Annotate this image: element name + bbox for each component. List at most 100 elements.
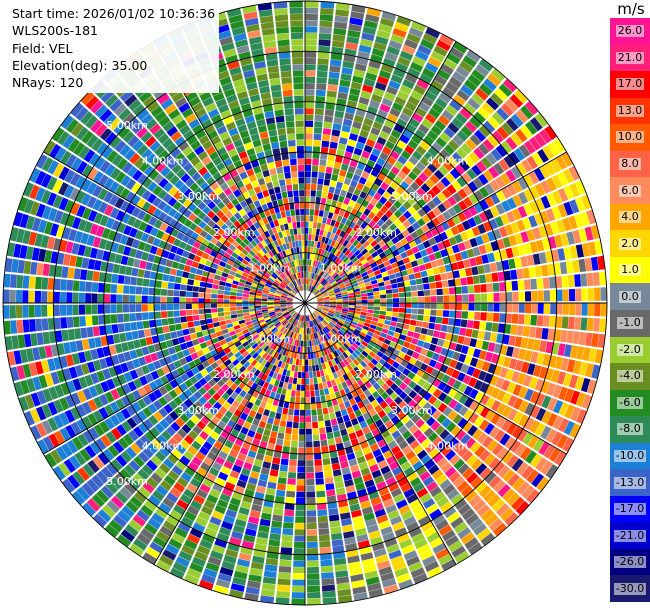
velocity-cell bbox=[468, 205, 478, 217]
velocity-cell bbox=[262, 292, 269, 296]
velocity-cell bbox=[535, 393, 546, 407]
velocity-cell bbox=[16, 274, 24, 289]
velocity-cell bbox=[342, 351, 349, 359]
velocity-cell bbox=[526, 229, 536, 242]
velocity-cell bbox=[270, 316, 277, 320]
velocity-cell bbox=[317, 509, 328, 517]
velocity-cell bbox=[82, 207, 92, 220]
velocity-cell bbox=[82, 430, 94, 444]
velocity-cell bbox=[199, 430, 209, 441]
velocity-cell bbox=[413, 384, 422, 394]
velocity-cell bbox=[288, 294, 294, 298]
velocity-cell bbox=[392, 102, 404, 112]
velocity-cell bbox=[542, 277, 550, 289]
velocity-cell bbox=[530, 405, 541, 419]
velocity-cell bbox=[488, 218, 498, 230]
velocity-cell bbox=[121, 213, 131, 224]
velocity-cell bbox=[345, 379, 352, 387]
velocity-cell bbox=[35, 170, 47, 186]
velocity-cell bbox=[149, 140, 161, 152]
velocity-cell bbox=[407, 216, 417, 225]
velocity-cell bbox=[383, 176, 393, 186]
velocity-cell bbox=[428, 432, 439, 443]
velocity-cell bbox=[86, 134, 99, 148]
velocity-cell bbox=[128, 430, 139, 442]
velocity-cell bbox=[266, 347, 272, 354]
velocity-cell bbox=[256, 261, 263, 268]
velocity-cell bbox=[135, 249, 144, 259]
velocity-cell bbox=[432, 452, 444, 464]
velocity-cell bbox=[502, 334, 510, 345]
velocity-cell bbox=[246, 253, 254, 260]
velocity-cell bbox=[505, 369, 515, 381]
velocity-cell bbox=[467, 285, 475, 294]
velocity-cell bbox=[328, 71, 340, 79]
velocity-cell bbox=[308, 285, 311, 291]
velocity-cell bbox=[287, 383, 293, 390]
velocity-cell bbox=[244, 528, 257, 537]
velocity-cell bbox=[314, 310, 320, 315]
velocity-cell bbox=[526, 469, 539, 484]
velocity-cell bbox=[359, 237, 367, 245]
velocity-cell bbox=[335, 570, 349, 578]
velocity-cell bbox=[432, 436, 443, 447]
velocity-cell bbox=[316, 296, 323, 299]
velocity-cell bbox=[213, 425, 223, 435]
velocity-cell bbox=[454, 361, 464, 371]
velocity-cell bbox=[316, 307, 323, 311]
velocity-cell bbox=[462, 294, 469, 302]
velocity-cell bbox=[184, 409, 194, 419]
velocity-cell bbox=[162, 154, 174, 166]
velocity-cell bbox=[180, 284, 187, 291]
velocity-cell bbox=[318, 534, 330, 542]
velocity-cell bbox=[263, 254, 269, 261]
velocity-cell bbox=[429, 316, 437, 323]
velocity-cell bbox=[423, 289, 431, 296]
velocity-cell bbox=[403, 516, 417, 527]
velocity-cell bbox=[28, 276, 36, 289]
velocity-cell bbox=[328, 147, 337, 156]
velocity-cell bbox=[429, 537, 444, 549]
velocity-cell bbox=[307, 592, 321, 599]
velocity-cell bbox=[305, 284, 307, 291]
velocity-cell bbox=[434, 169, 445, 180]
velocity-cell bbox=[272, 399, 279, 406]
velocity-cell bbox=[265, 423, 273, 431]
velocity-cell bbox=[350, 369, 357, 377]
velocity-cell bbox=[217, 289, 225, 295]
velocity-cell bbox=[380, 572, 395, 582]
velocity-cell bbox=[278, 315, 284, 320]
velocity-cell bbox=[249, 250, 256, 257]
velocity-cell bbox=[267, 322, 274, 327]
velocity-cell bbox=[425, 246, 434, 255]
velocity-cell bbox=[213, 321, 220, 328]
velocity-cell bbox=[288, 331, 293, 338]
velocity-cell bbox=[268, 437, 277, 445]
velocity-cell bbox=[28, 231, 38, 246]
velocity-cell bbox=[351, 256, 359, 263]
velocity-cell bbox=[236, 512, 248, 522]
velocity-cell bbox=[322, 308, 329, 312]
velocity-cell bbox=[544, 125, 557, 141]
velocity-cell bbox=[574, 317, 582, 330]
velocity-cell bbox=[253, 229, 260, 237]
velocity-cell bbox=[361, 340, 369, 347]
velocity-cell bbox=[367, 309, 374, 314]
velocity-cell bbox=[323, 250, 328, 257]
velocity-cell bbox=[442, 86, 455, 99]
velocity-cell bbox=[252, 334, 260, 340]
velocity-cell bbox=[487, 252, 496, 263]
velocity-cell bbox=[335, 228, 342, 236]
velocity-cell bbox=[374, 303, 381, 307]
velocity-cell bbox=[277, 276, 283, 282]
velocity-cell bbox=[392, 249, 400, 257]
velocity-cell bbox=[448, 254, 457, 263]
velocity-cell bbox=[361, 271, 368, 277]
velocity-cell bbox=[202, 215, 211, 224]
velocity-cell bbox=[473, 147, 485, 160]
velocity-cell bbox=[335, 181, 343, 189]
velocity-cell bbox=[336, 370, 342, 378]
velocity-cell bbox=[381, 11, 397, 22]
velocity-cell bbox=[368, 228, 376, 236]
velocity-cell bbox=[331, 398, 338, 406]
